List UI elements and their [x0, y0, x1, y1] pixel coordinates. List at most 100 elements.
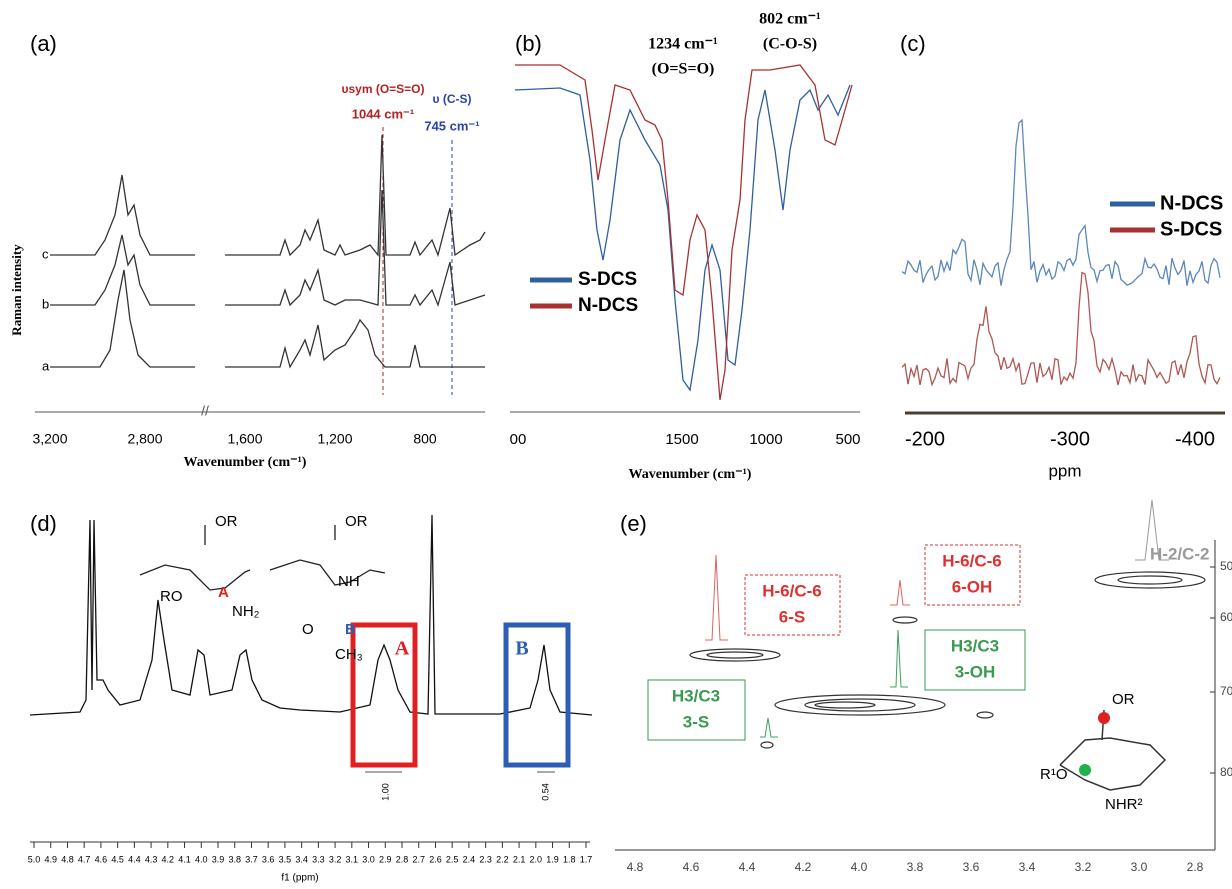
box-label: B	[515, 638, 528, 660]
panel-c: (c) -200 -300 -400 ppm N-DCS S-DCS	[900, 31, 1225, 480]
x-axis-label: Wavenumber (cm⁻¹)	[629, 467, 752, 482]
x-tick-label: 4.0	[195, 854, 208, 864]
x-tick-label: 2.4	[463, 854, 476, 864]
panel-e: (e) H-6/C-6 6-S H-6/C-6 6-OH H3/C3 3-OH …	[615, 499, 1232, 874]
annotation: 1044 cm⁻¹	[352, 106, 415, 121]
atom-marker	[1098, 712, 1110, 724]
x-tick-label: 2,800	[127, 431, 162, 447]
structure-text: NHR²	[1105, 796, 1143, 813]
peak-label: 3-OH	[955, 662, 996, 681]
x-tick-label: 1.7	[580, 854, 593, 864]
trace-label: c	[42, 246, 49, 261]
region-box	[350, 622, 418, 768]
x-tick-label: 4.1	[178, 854, 191, 864]
label-box	[924, 544, 1021, 606]
peak-label: 6-S	[779, 607, 805, 626]
integral-label: 0.54	[540, 783, 550, 801]
peak-label: H-6/C-6	[762, 581, 822, 600]
panel-label: (c)	[900, 31, 926, 56]
x-tick-label: 1.9	[546, 854, 559, 864]
structure-text: A	[218, 584, 229, 601]
structure	[1059, 709, 1167, 791]
spectrum	[514, 84, 851, 392]
annotation: υ (C-S)	[433, 92, 472, 106]
x-tick-label: 4.3	[145, 854, 158, 864]
x-tick-label: 4.8	[61, 854, 74, 864]
panel-label: (b)	[515, 31, 542, 56]
structure	[139, 525, 386, 591]
label-box	[924, 629, 1026, 691]
structure-text: NH	[338, 573, 360, 590]
annotation: 1234 cm⁻¹	[648, 36, 718, 53]
projection	[705, 554, 728, 641]
integral-label: 1.00	[380, 783, 390, 801]
x-tick-label: 00	[510, 431, 527, 448]
projection	[1135, 499, 1169, 561]
annotation: (C-O-S)	[763, 36, 817, 53]
x-tick-label: 3.2	[1075, 860, 1092, 874]
spectrum	[50, 269, 485, 369]
x-tick-label: 500	[835, 431, 860, 448]
x-tick-label: 2.1	[513, 854, 526, 864]
annotation: 802 cm⁻¹	[759, 11, 821, 28]
x-tick-label: 5.0	[28, 854, 41, 864]
x-tick-label: 3.8	[907, 860, 924, 874]
x-axis-label: Wavenumber (cm⁻¹)	[184, 455, 307, 470]
x-tick-label: 3,200	[32, 431, 67, 447]
legend-label: N-DCS	[1160, 192, 1223, 214]
x-tick-label: 2.8	[396, 854, 409, 864]
structure-text: O	[302, 621, 314, 638]
panel-label: (d)	[30, 511, 57, 536]
x-tick-label: 2.7	[412, 854, 425, 864]
x-tick-label: 4.2	[162, 854, 175, 864]
x-tick-label: 4.4	[739, 860, 756, 874]
y-tick-label: 70	[1220, 684, 1232, 698]
legend-label: S-DCS	[1160, 218, 1222, 240]
y-tick-label: 60	[1220, 610, 1232, 624]
x-tick-label: 2.2	[496, 854, 509, 864]
box-label: A	[395, 638, 410, 660]
y-axis-label: Raman intensity	[9, 244, 24, 336]
peak-label: H-6/C-6	[942, 551, 1002, 570]
x-tick-label: 3.7	[245, 854, 258, 864]
contours	[689, 571, 1206, 749]
x-tick-label: 800	[413, 431, 437, 447]
structure-text: R¹O	[1040, 766, 1068, 783]
label-box	[744, 574, 841, 636]
x-tick-label: 4.4	[128, 854, 141, 864]
x-tick-label: 2.5	[446, 854, 459, 864]
x-tick-label: 4.0	[851, 860, 868, 874]
x-tick-label: 1.8	[563, 854, 576, 864]
panel-d: (d) A B 1.00 0.54 OR OR RO A NH₂ NH O B …	[28, 511, 593, 884]
peak-label: H3/C3	[951, 636, 999, 655]
x-tick-label: 4.5	[111, 854, 124, 864]
x-tick-label: 1500	[665, 431, 698, 448]
panel-b: (b) 1234 cm⁻¹ (O=S=O) 802 cm⁻¹ (C-O-S) 0…	[510, 11, 861, 483]
annotation: υsym (O=S=O)	[341, 82, 424, 96]
legend-label: N-DCS	[578, 295, 638, 316]
x-tick-label: 2.0	[530, 854, 543, 864]
x-tick-label: -300	[1050, 428, 1090, 450]
x-tick-label: 4.6	[95, 854, 108, 864]
x-tick-label: 4.2	[795, 860, 812, 874]
x-tick-label: 3.3	[312, 854, 325, 864]
x-tick-label: 3.1	[346, 854, 359, 864]
panel-label: (a)	[30, 31, 57, 56]
y-tick-label: 80	[1220, 765, 1232, 779]
x-tick-label: 3.0	[362, 854, 375, 864]
structure-text: B	[345, 621, 356, 638]
legend-label: S-DCS	[578, 269, 637, 290]
trace-label: a	[42, 358, 50, 373]
spectrum	[515, 64, 853, 401]
structure-text: NH₂	[232, 603, 260, 620]
x-tick-label: -200	[905, 428, 945, 450]
x-tick-label: 1,200	[317, 431, 352, 447]
x-tick-label: 3.8	[228, 854, 241, 864]
x-tick-label: 3.6	[262, 854, 275, 864]
x-tick-label: 4.9	[44, 854, 57, 864]
x-tick-label: 2.8	[1187, 860, 1204, 874]
x-tick-label: -400	[1175, 428, 1215, 450]
x-tick-label: 2.6	[429, 854, 442, 864]
y-tick-label: 50	[1220, 559, 1232, 573]
x-tick-label: 4.7	[78, 854, 91, 864]
